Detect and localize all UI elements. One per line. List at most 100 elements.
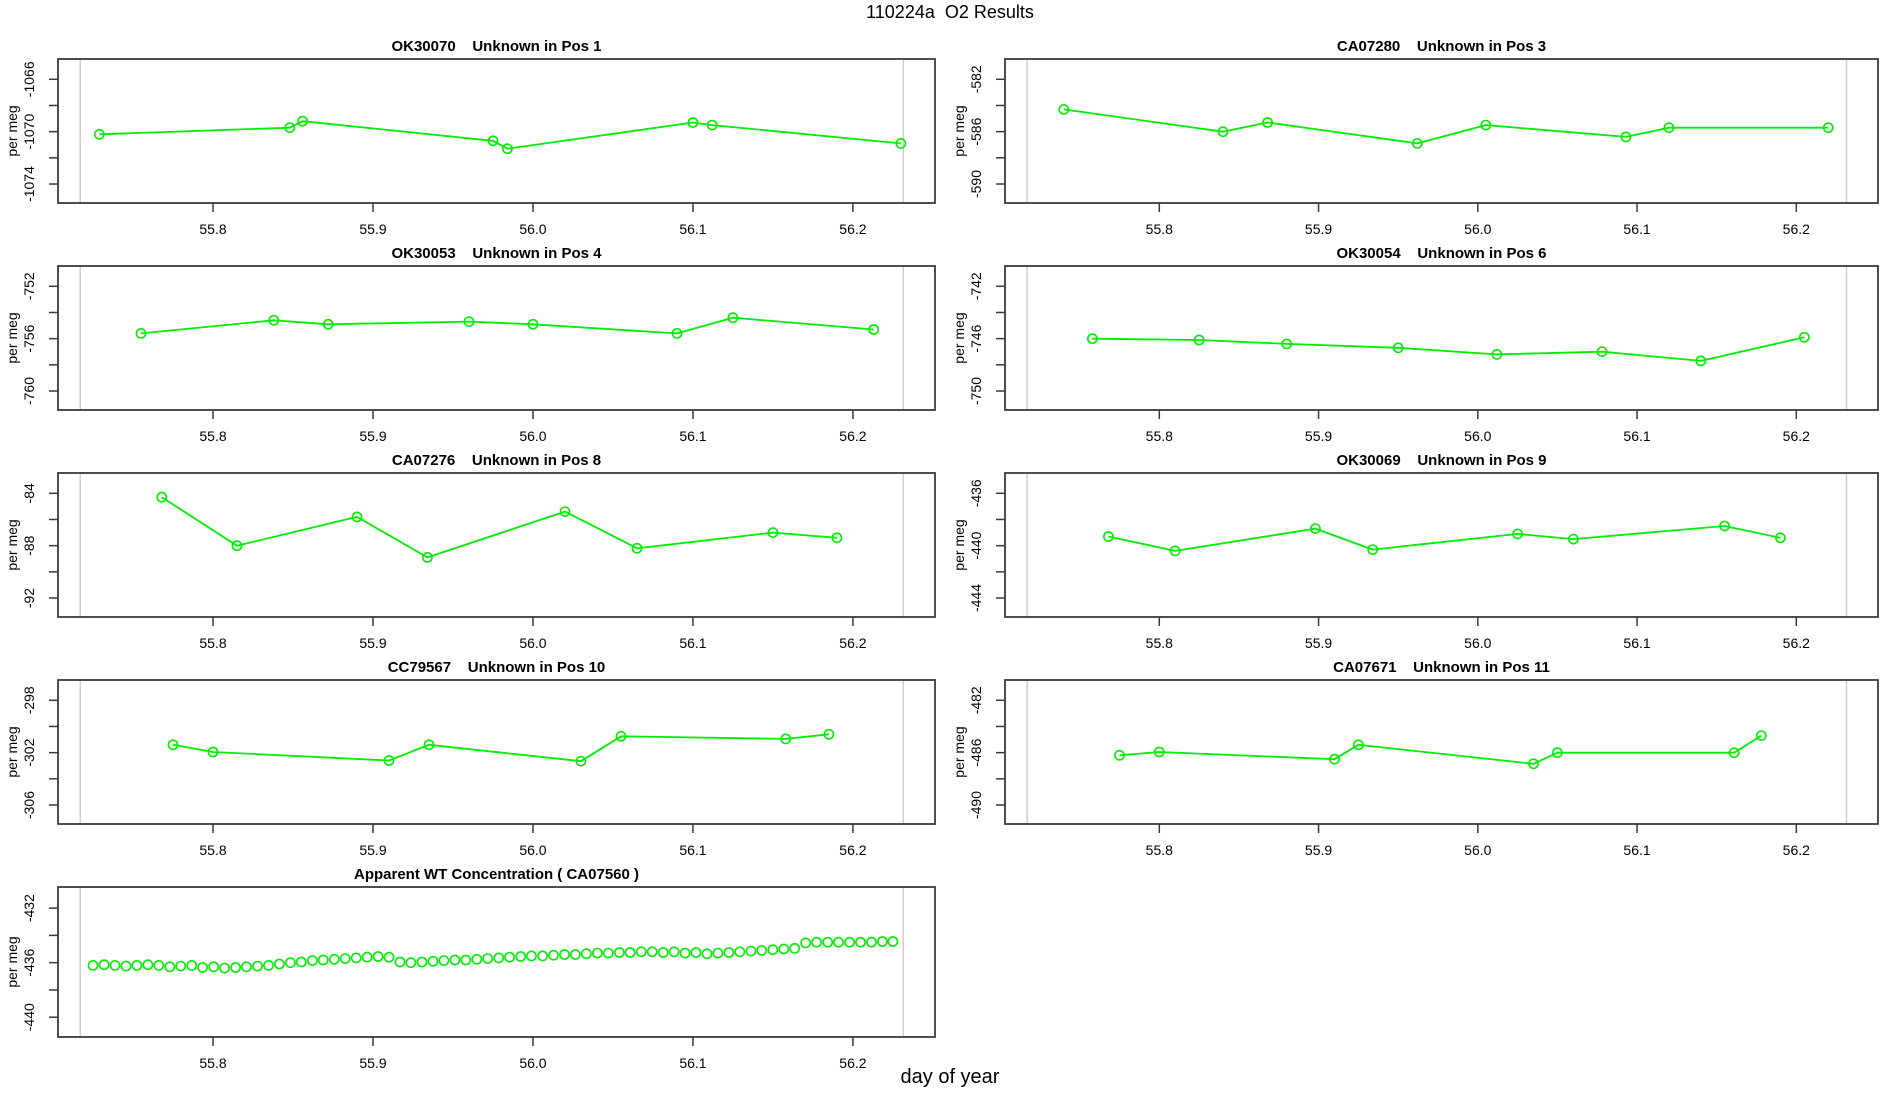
- data-point: [268, 314, 280, 326]
- y-tick-label: -490: [968, 791, 984, 819]
- data-point: [322, 318, 334, 330]
- data-point: [581, 948, 592, 960]
- data-point: [548, 949, 559, 961]
- data-point: [789, 943, 801, 954]
- data-point: [463, 316, 475, 327]
- data-point: [1281, 338, 1293, 350]
- x-tick-label: 56.1: [679, 1055, 706, 1071]
- y-tick-label: -586: [968, 117, 984, 145]
- x-tick-label: 55.8: [199, 428, 226, 444]
- panel-title: Apparent WT Concentration ( CA07560 ): [354, 866, 639, 883]
- data-point: [1217, 126, 1229, 138]
- x-tick-label: 56.1: [679, 221, 706, 237]
- data-point: [1329, 753, 1340, 765]
- panel-title: CA07276 Unknown in Pos 8: [392, 452, 601, 469]
- data-point: [745, 945, 757, 957]
- data-point: [1480, 119, 1492, 131]
- data-point: [1755, 730, 1767, 741]
- data-point: [1620, 131, 1632, 143]
- data-point: [559, 506, 571, 517]
- data-point: [273, 958, 285, 970]
- data-point: [167, 739, 179, 751]
- data-point: [1058, 104, 1070, 115]
- y-axis-label: per meg: [4, 312, 20, 363]
- x-tick-label: 55.9: [359, 428, 386, 444]
- y-tick-label: -444: [968, 584, 984, 612]
- series-line: [1092, 336, 1805, 362]
- data-point: [635, 946, 647, 958]
- data-point: [135, 327, 147, 339]
- data-point: [778, 943, 790, 955]
- x-tick-label: 56.2: [839, 635, 866, 651]
- plot-frame: [57, 265, 936, 411]
- data-point: [631, 542, 643, 554]
- data-point: [383, 755, 395, 766]
- x-tick-label: 56.0: [519, 1055, 546, 1071]
- x-tick-label: 56.0: [519, 428, 546, 444]
- plot-frame: [1004, 679, 1879, 825]
- data-point: [504, 951, 515, 963]
- data-point: [1822, 122, 1834, 134]
- data-point: [767, 944, 779, 956]
- x-axis-label: day of year: [900, 1066, 1000, 1088]
- series-line: [140, 316, 874, 335]
- panel-title: OK30069 Unknown in Pos 9: [1336, 452, 1546, 469]
- data-point: [844, 936, 855, 948]
- data-point: [460, 954, 472, 966]
- data-point: [98, 959, 110, 971]
- data-point: [887, 936, 899, 947]
- figure-title: 110224a O2 Results: [866, 2, 1034, 22]
- data-point: [471, 953, 483, 965]
- x-tick-label: 55.9: [1305, 428, 1332, 444]
- series-line: [172, 733, 829, 763]
- data-point: [855, 936, 866, 948]
- data-point: [701, 948, 713, 960]
- data-point: [811, 936, 822, 948]
- y-tick-label: -756: [21, 324, 37, 352]
- data-point: [895, 137, 907, 149]
- data-point: [449, 954, 461, 966]
- data-point: [156, 491, 168, 503]
- panel-title: CC79567 Unknown in Pos 10: [388, 659, 606, 676]
- y-tick-label: -590: [968, 170, 984, 198]
- x-tick-label: 56.1: [679, 842, 706, 858]
- data-point: [822, 936, 834, 948]
- y-tick-label: -486: [968, 738, 984, 766]
- y-tick-label: -746: [968, 324, 984, 352]
- x-tick-label: 55.8: [199, 635, 226, 651]
- data-point: [537, 950, 548, 962]
- data-point: [361, 951, 373, 963]
- x-tick-label: 55.8: [199, 842, 226, 858]
- data-point: [1663, 122, 1675, 134]
- series-line: [99, 120, 901, 150]
- data-point: [284, 122, 296, 134]
- y-axis-label: per meg: [4, 519, 20, 570]
- x-tick-label: 56.1: [1623, 221, 1650, 237]
- data-point: [1596, 346, 1608, 358]
- y-tick-label: -440: [968, 531, 984, 559]
- data-point: [1719, 520, 1730, 532]
- plot-frame: [1004, 472, 1879, 618]
- data-point: [526, 950, 537, 962]
- data-point: [164, 961, 176, 973]
- data-point: [868, 324, 880, 335]
- data-point: [351, 511, 363, 523]
- x-tick-label: 56.0: [1464, 428, 1491, 444]
- y-axis-label: per meg: [4, 936, 20, 987]
- data-point: [208, 961, 220, 973]
- data-point: [1775, 532, 1786, 544]
- data-point: [1411, 137, 1423, 149]
- x-tick-label: 56.1: [1623, 428, 1650, 444]
- x-tick-label: 56.2: [1783, 221, 1810, 237]
- data-point: [295, 956, 307, 968]
- y-tick-label: -84: [21, 483, 37, 503]
- panel-ca07671: -490 -486 -482 55.8 55.9 56.0 56.1 56.2 per meg C…: [951, 659, 1879, 858]
- x-tick-label: 56.2: [1783, 635, 1810, 651]
- data-point: [487, 135, 499, 147]
- y-axis-label: per meg: [4, 105, 20, 156]
- data-point: [1552, 747, 1563, 759]
- panel-title: CA07671 Unknown in Pos 11: [1333, 659, 1550, 676]
- x-tick-label: 56.0: [519, 221, 546, 237]
